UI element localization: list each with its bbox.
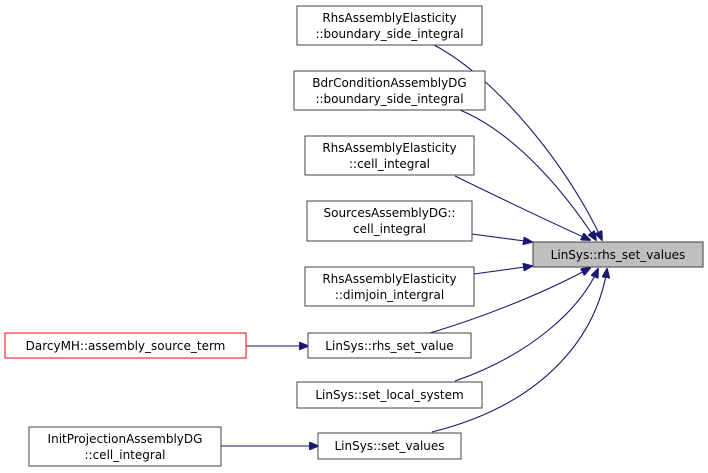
edge-rhs-elasticity-boundary	[433, 44, 602, 240]
node-initprojection-cell-integral[interactable]: InitProjectionAssemblyDG ::cell_integral	[28, 426, 222, 467]
node-rhs-elasticity-dimjoin-intergral[interactable]: RhsAssemblyElasticity ::dimjoin_intergra…	[304, 266, 475, 307]
node-label: InitProjectionAssemblyDG	[48, 432, 203, 446]
edge-bdr-condition-boundary	[459, 109, 596, 240]
edge-sources-cell	[471, 233, 532, 242]
node-label: SourcesAssemblyDG::	[324, 206, 456, 220]
node-label: LinSys::set_local_system	[315, 388, 463, 402]
node-label: RhsAssemblyElasticity	[322, 11, 456, 25]
node-label: ::boundary_side_integral	[315, 27, 463, 41]
node-label: LinSys::rhs_set_values	[551, 248, 686, 262]
edge-rhs-set-value	[429, 268, 590, 334]
node-label: cell_integral	[353, 222, 426, 236]
node-label: LinSys::set_values	[334, 439, 444, 453]
node-linsys-set-local-system[interactable]: LinSys::set_local_system	[296, 381, 483, 409]
edge-set-values	[431, 269, 607, 433]
node-darcymh-assembly-source-term[interactable]: DarcyMH::assembly_source_term	[4, 332, 247, 359]
node-linsys-rhs-set-values[interactable]: LinSys::rhs_set_values	[532, 241, 704, 268]
node-rhs-elasticity-cell-integral[interactable]: RhsAssemblyElasticity ::cell_integral	[304, 135, 475, 176]
node-linsys-rhs-set-value[interactable]: LinSys::rhs_set_value	[307, 332, 472, 359]
node-rhs-elasticity-boundary-side-integral[interactable]: RhsAssemblyElasticity ::boundary_side_in…	[296, 5, 483, 46]
node-sources-assembly-cell-integral[interactable]: SourcesAssemblyDG:: cell_integral	[306, 200, 473, 242]
node-label: DarcyMH::assembly_source_term	[26, 339, 226, 353]
edge-set-local-system	[454, 269, 598, 382]
node-label: ::boundary_side_integral	[315, 92, 463, 106]
node-label: RhsAssemblyElasticity	[322, 141, 456, 155]
node-label: ::cell_integral	[85, 448, 166, 462]
node-label: BdrConditionAssemblyDG	[312, 76, 466, 90]
edge-rhs-elasticity-cell	[454, 175, 590, 240]
node-bdr-condition-boundary-side-integral[interactable]: BdrConditionAssemblyDG ::boundary_side_i…	[293, 70, 486, 111]
node-label: RhsAssemblyElasticity	[322, 272, 456, 286]
edge-rhs-elasticity-dimjoin	[473, 266, 532, 275]
node-label: ::dimjoin_intergral	[335, 288, 444, 302]
node-linsys-set-values[interactable]: LinSys::set_values	[317, 432, 462, 460]
node-label: ::cell_integral	[349, 157, 430, 171]
node-label: LinSys::rhs_set_value	[325, 339, 453, 353]
